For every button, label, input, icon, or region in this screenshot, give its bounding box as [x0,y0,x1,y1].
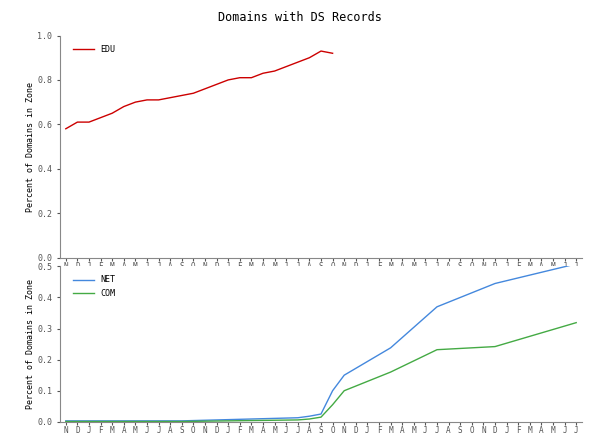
Text: '11: '11 [89,306,104,315]
Text: '14: '14 [506,306,521,315]
Y-axis label: Percent of Domains in Zone: Percent of Domains in Zone [26,279,35,409]
Text: '12: '12 [228,306,243,315]
Legend: EDU: EDU [70,42,119,58]
Text: '10: '10 [66,306,81,315]
Text: '13: '13 [367,306,382,315]
Legend: NET, COM: NET, COM [70,272,119,301]
Text: Domains with DS Records: Domains with DS Records [218,11,382,24]
Y-axis label: Percent of Domains in Zone: Percent of Domains in Zone [26,82,35,211]
